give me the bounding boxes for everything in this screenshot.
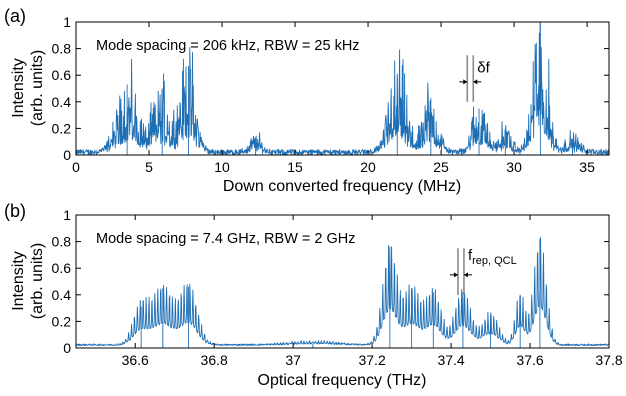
y-tick-label: 0	[63, 147, 71, 163]
x-tick-label: 25	[433, 159, 449, 175]
panel-b-annotation: Mode spacing = 7.4 GHz, RBW = 2 GHz	[96, 231, 356, 247]
x-tick-label: 0	[72, 159, 80, 175]
x-tick-label: 37.6	[516, 352, 543, 368]
panel-a-trace	[75, 21, 610, 156]
panel-a-x-axis: 0 5 10 15 20 25 30 35	[72, 22, 595, 175]
spectrum-trace	[75, 21, 610, 156]
spectrum-trace	[75, 237, 610, 347]
x-tick-label: 35	[579, 159, 595, 175]
panel-a: (a) δf 0 5 10 15 20 25 30 35 0 0.2 0.4 0.6 0.8 1 Mod…	[4, 6, 610, 195]
panel-a-frame	[75, 21, 610, 156]
y-tick-label: 1	[63, 207, 71, 223]
panel-a-y-axis: 0 0.2 0.4 0.6 0.8 1	[52, 14, 609, 163]
y-tick-label: 1	[63, 14, 71, 30]
panel-b-y-label: Intensity (arb. units)	[10, 243, 46, 319]
x-tick-label: 36.6	[122, 352, 149, 368]
x-tick-label: 30	[506, 159, 522, 175]
y-tick-label: 0.6	[52, 260, 72, 276]
x-tick-label: 37.8	[595, 352, 622, 368]
panel-b-trace	[75, 237, 610, 348]
panel-b-frame	[75, 214, 610, 349]
x-tick-label: 20	[360, 159, 376, 175]
panel-b-x-axis: 36.6 36.8 37 37.2 37.4 37.6 37.8	[122, 215, 623, 368]
y-tick-label: 0.6	[52, 67, 72, 83]
panel-b-label: (b)	[4, 201, 26, 221]
y-tick-label: 0	[63, 340, 71, 356]
y-tick-label: 0.4	[52, 287, 72, 303]
panel-a-y-label-line1: Intensity	[10, 58, 27, 118]
arrow-head-right	[463, 272, 468, 278]
x-tick-label: 15	[287, 159, 303, 175]
panel-b-y-label-line2: (arb. units)	[29, 243, 46, 319]
panel-a-annotation: Mode spacing = 206 kHz, RBW = 25 kHz	[96, 38, 360, 54]
x-tick-label: 37.2	[358, 352, 385, 368]
panel-b-marker: frep, QCL	[449, 247, 517, 295]
panel-a-marker: δf	[459, 55, 491, 102]
panel-a-y-label: Intensity (arb. units)	[10, 50, 46, 126]
panel-a-label: (a)	[4, 6, 26, 26]
panel-b-y-axis: 0 0.2 0.4 0.6 0.8 1	[52, 207, 609, 356]
arrow-head-left	[453, 272, 458, 278]
panel-b-y-label-line1: Intensity	[10, 251, 27, 311]
y-tick-label: 0.8	[52, 41, 72, 57]
panel-a-y-label-line2: (arb. units)	[29, 50, 46, 126]
marker-label: δf	[477, 60, 490, 77]
x-tick-label: 36.8	[201, 352, 228, 368]
y-tick-label: 0.2	[52, 313, 72, 329]
panel-a-x-label: Down converted frequency (MHz)	[223, 178, 461, 195]
x-tick-label: 37.4	[437, 352, 464, 368]
y-tick-label: 0.2	[52, 120, 72, 136]
arrow-head-left	[463, 79, 468, 85]
y-tick-label: 0.8	[52, 234, 72, 250]
x-tick-label: 37	[285, 352, 301, 368]
x-tick-label: 10	[214, 159, 230, 175]
arrow-head-right	[473, 79, 478, 85]
marker-label: frep, QCL	[468, 247, 517, 267]
panel-b: (b) frep, QCL 36.6 36.8 37 37.2 37.4 37.6 37.8…	[4, 201, 623, 389]
y-tick-label: 0.4	[52, 94, 72, 110]
x-tick-label: 5	[145, 159, 153, 175]
panel-b-x-label: Optical frequency (THz)	[258, 372, 427, 389]
